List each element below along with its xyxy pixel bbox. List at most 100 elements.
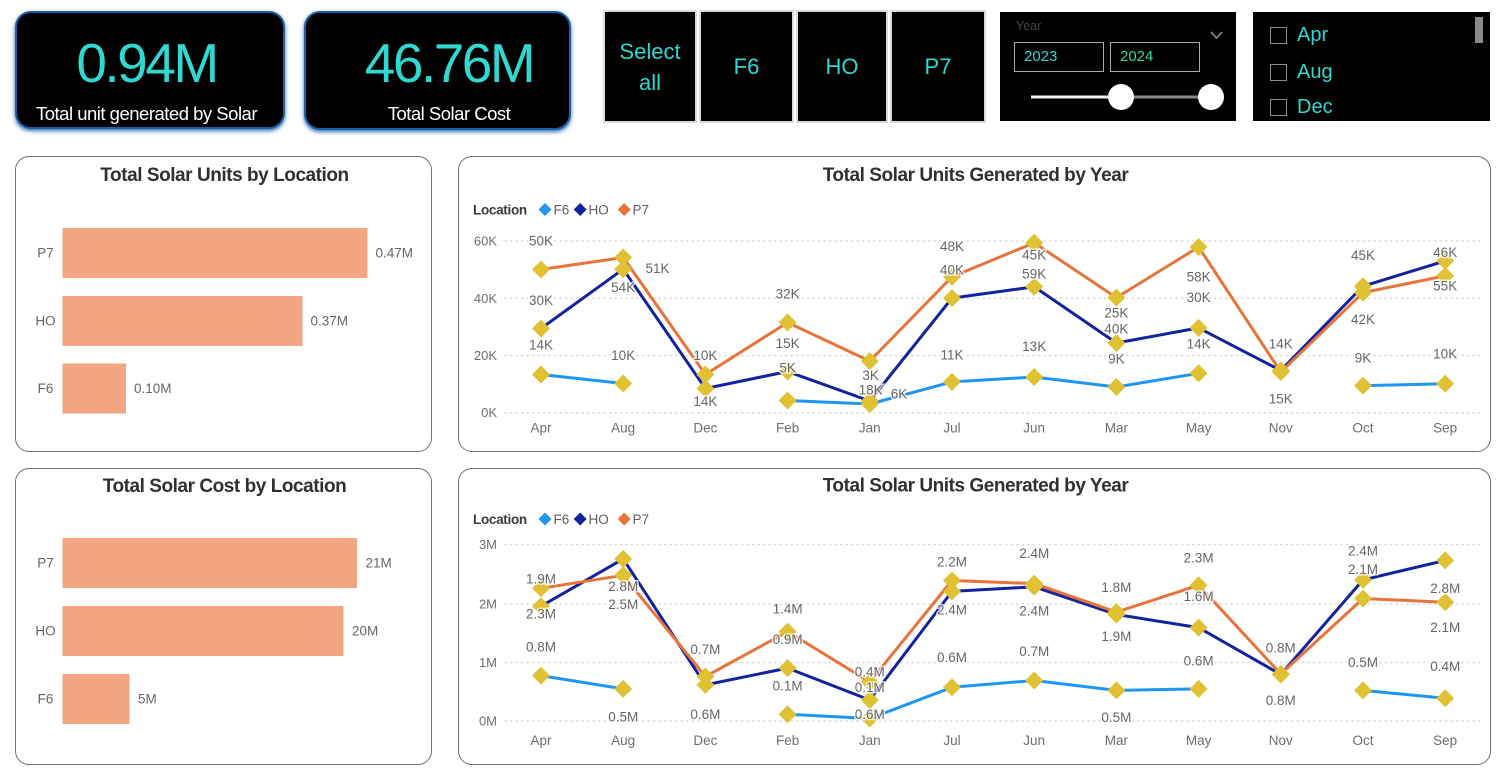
- svg-text:0.37M: 0.37M: [310, 313, 348, 328]
- svg-text:P7: P7: [633, 512, 650, 527]
- svg-text:5M: 5M: [138, 692, 157, 707]
- svg-text:F6: F6: [37, 381, 53, 396]
- svg-text:18K: 18K: [859, 382, 883, 397]
- svg-text:6K: 6K: [891, 386, 908, 401]
- svg-text:14K: 14K: [1187, 336, 1211, 351]
- svg-text:0.4M: 0.4M: [855, 664, 885, 679]
- svg-text:Mar: Mar: [1105, 733, 1129, 748]
- svg-text:40K: 40K: [1104, 321, 1128, 336]
- svg-text:2.5M: 2.5M: [608, 597, 638, 612]
- svg-text:0.8M: 0.8M: [526, 640, 556, 655]
- svg-text:Apr: Apr: [530, 420, 552, 435]
- svg-text:Sep: Sep: [1433, 420, 1457, 435]
- svg-text:42K: 42K: [1351, 312, 1375, 327]
- svg-text:0.9M: 0.9M: [773, 632, 803, 647]
- svg-text:Jan: Jan: [859, 733, 881, 748]
- svg-text:10K: 10K: [1433, 346, 1457, 361]
- svg-text:HO: HO: [589, 512, 609, 527]
- svg-text:P7: P7: [633, 202, 650, 217]
- svg-text:1.9M: 1.9M: [526, 572, 556, 587]
- svg-text:14K: 14K: [693, 394, 717, 409]
- svg-text:20M: 20M: [352, 624, 378, 639]
- svg-text:0.47M: 0.47M: [375, 245, 413, 260]
- svg-text:0.4M: 0.4M: [1430, 659, 1460, 674]
- svg-text:20K: 20K: [474, 348, 497, 363]
- svg-text:0M: 0M: [479, 714, 497, 729]
- svg-text:Mar: Mar: [1105, 420, 1129, 435]
- svg-text:F6: F6: [554, 512, 570, 527]
- svg-text:Nov: Nov: [1269, 420, 1293, 435]
- svg-text:15K: 15K: [1269, 391, 1293, 406]
- svg-text:0.5M: 0.5M: [608, 709, 638, 724]
- svg-text:HO: HO: [589, 202, 609, 217]
- svg-text:30K: 30K: [529, 293, 553, 308]
- svg-text:2.4M: 2.4M: [937, 602, 967, 617]
- svg-text:2.2M: 2.2M: [937, 555, 967, 570]
- svg-text:Jun: Jun: [1023, 420, 1045, 435]
- svg-text:2.3M: 2.3M: [1184, 551, 1214, 566]
- svg-text:40K: 40K: [940, 262, 964, 277]
- svg-text:60K: 60K: [474, 233, 497, 248]
- svg-text:Sep: Sep: [1433, 733, 1457, 748]
- svg-text:Feb: Feb: [776, 420, 799, 435]
- svg-text:Jan: Jan: [859, 420, 881, 435]
- svg-text:0.8M: 0.8M: [1266, 641, 1296, 656]
- svg-text:11K: 11K: [940, 347, 963, 362]
- svg-text:Dec: Dec: [693, 733, 717, 748]
- svg-text:45K: 45K: [1022, 247, 1046, 262]
- svg-text:50K: 50K: [529, 233, 553, 248]
- svg-text:0.7M: 0.7M: [690, 642, 720, 657]
- svg-text:Oct: Oct: [1352, 420, 1373, 435]
- svg-text:3M: 3M: [479, 537, 497, 552]
- svg-text:1.4M: 1.4M: [773, 602, 803, 617]
- svg-text:46K: 46K: [1433, 245, 1457, 260]
- svg-text:0.7M: 0.7M: [1019, 644, 1049, 659]
- svg-text:58K: 58K: [1187, 269, 1211, 284]
- svg-text:2.4M: 2.4M: [1019, 603, 1049, 618]
- svg-text:59K: 59K: [1022, 266, 1046, 281]
- svg-text:F6: F6: [37, 692, 53, 707]
- svg-text:0.8M: 0.8M: [1266, 693, 1296, 708]
- svg-text:Location: Location: [473, 512, 527, 527]
- svg-text:1.8M: 1.8M: [1101, 580, 1131, 595]
- svg-text:2.8M: 2.8M: [1430, 581, 1460, 596]
- svg-text:5K: 5K: [779, 360, 796, 375]
- svg-text:Total Solar Units Generated by: Total Solar Units Generated by Year: [823, 165, 1130, 186]
- svg-text:Total Solar Cost by Location: Total Solar Cost by Location: [102, 476, 346, 497]
- svg-text:Total Solar Units by Location: Total Solar Units by Location: [100, 165, 348, 186]
- svg-text:1.9M: 1.9M: [1101, 629, 1131, 644]
- svg-text:51K: 51K: [645, 260, 669, 275]
- svg-text:0K: 0K: [481, 405, 497, 420]
- svg-text:25K: 25K: [1104, 305, 1128, 320]
- svg-text:3K: 3K: [862, 368, 879, 383]
- svg-text:2.1M: 2.1M: [1430, 620, 1460, 635]
- svg-text:2.4M: 2.4M: [1348, 544, 1378, 559]
- svg-text:9K: 9K: [1108, 351, 1125, 366]
- svg-text:15K: 15K: [776, 336, 800, 351]
- svg-text:Jul: Jul: [943, 733, 960, 748]
- svg-text:32K: 32K: [776, 286, 800, 301]
- svg-text:48K: 48K: [940, 239, 964, 254]
- svg-text:55K: 55K: [1433, 278, 1457, 293]
- svg-text:0.5M: 0.5M: [1101, 710, 1131, 725]
- svg-text:Location: Location: [473, 202, 527, 217]
- svg-text:May: May: [1186, 733, 1212, 748]
- svg-text:Dec: Dec: [693, 420, 717, 435]
- svg-text:13K: 13K: [1022, 338, 1046, 353]
- svg-text:2.4M: 2.4M: [1019, 546, 1049, 561]
- svg-text:2M: 2M: [479, 597, 497, 612]
- svg-text:0.1M: 0.1M: [773, 678, 803, 693]
- svg-text:0.6M: 0.6M: [855, 707, 885, 722]
- svg-text:Aug: Aug: [611, 733, 635, 748]
- svg-text:30K: 30K: [1187, 290, 1211, 305]
- svg-text:Feb: Feb: [776, 733, 799, 748]
- svg-text:1M: 1M: [479, 655, 497, 670]
- svg-text:Apr: Apr: [530, 733, 552, 748]
- svg-text:2.3M: 2.3M: [526, 607, 556, 622]
- svg-text:40K: 40K: [474, 290, 497, 305]
- svg-text:HO: HO: [35, 313, 55, 328]
- svg-text:0.6M: 0.6M: [1184, 654, 1214, 669]
- svg-text:Aug: Aug: [611, 420, 635, 435]
- svg-text:45K: 45K: [1351, 248, 1375, 263]
- svg-text:21M: 21M: [365, 556, 391, 571]
